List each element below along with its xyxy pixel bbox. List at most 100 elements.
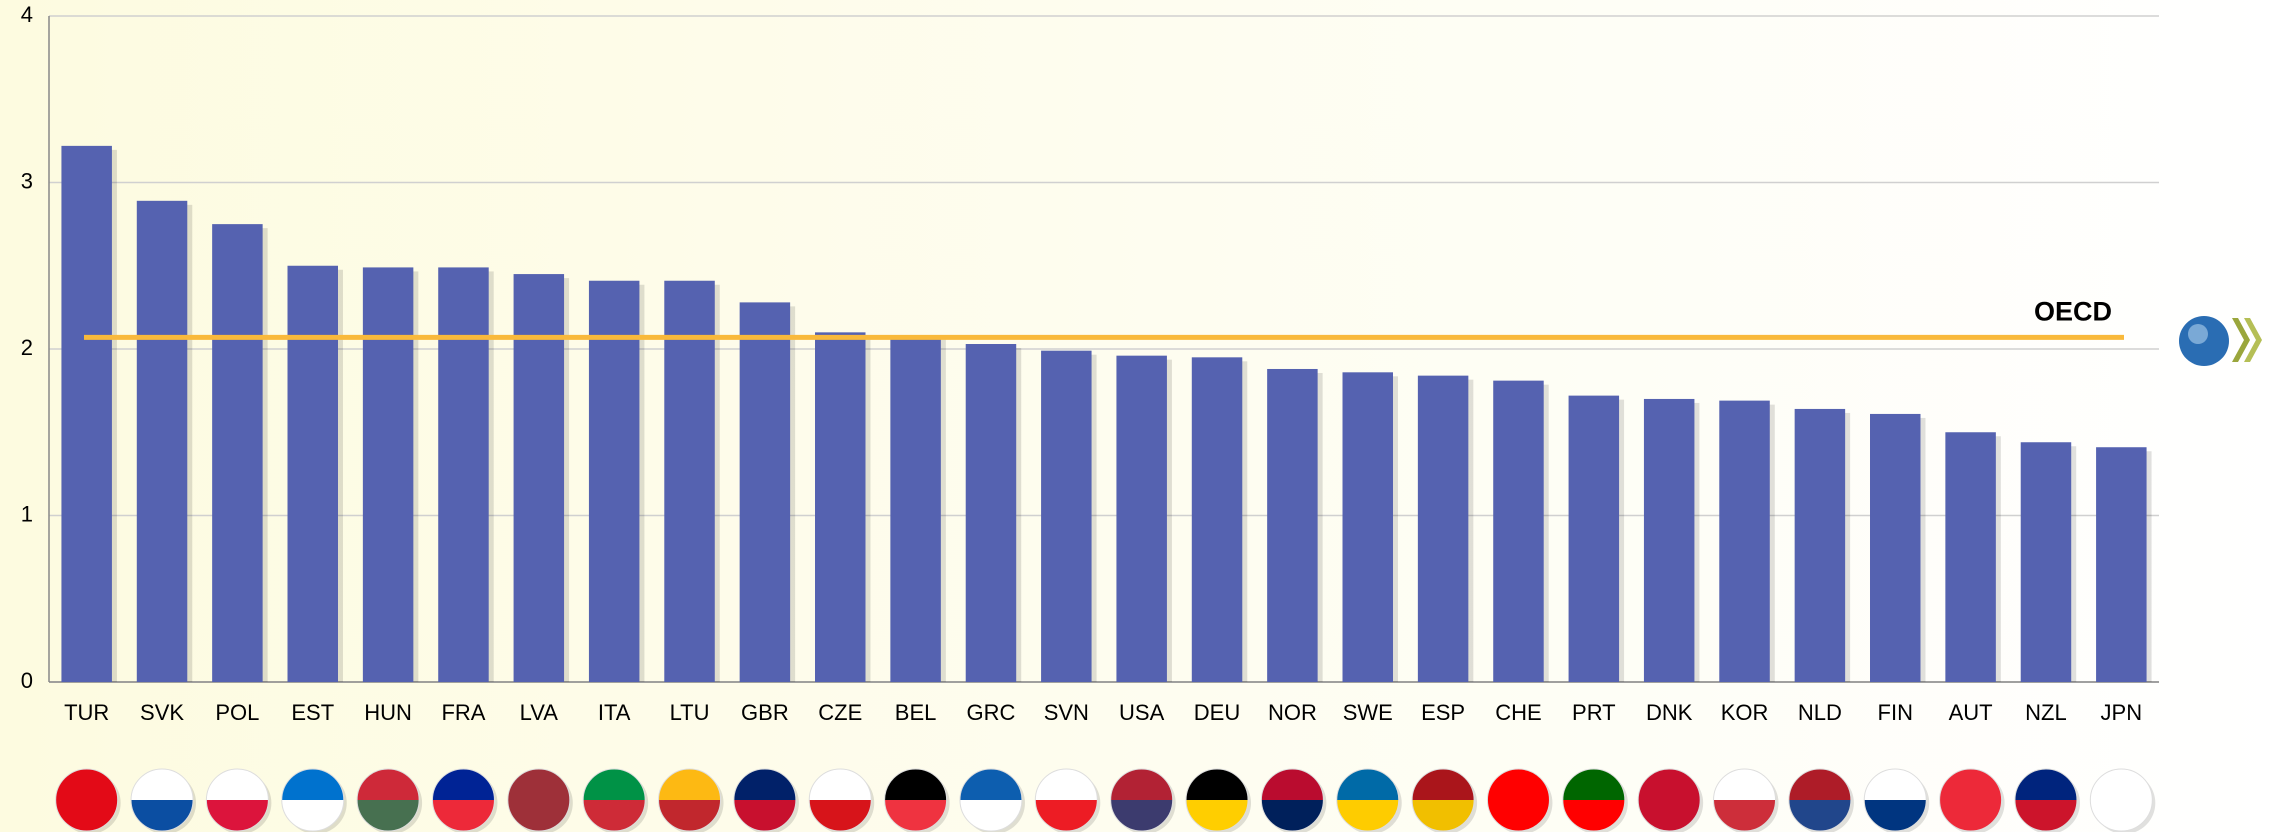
flag <box>55 800 118 831</box>
bar <box>136 200 188 682</box>
x-tick-label: GBR <box>741 700 789 725</box>
flag <box>658 800 721 831</box>
x-tick-label: SVN <box>1044 700 1089 725</box>
flag <box>583 768 646 800</box>
y-tick-label: 2 <box>21 335 33 360</box>
x-tick-label: HUN <box>364 700 412 725</box>
bar <box>1191 357 1243 682</box>
flag <box>1638 800 1701 831</box>
flag <box>432 800 495 831</box>
bar <box>212 224 263 682</box>
bar <box>1116 355 1167 682</box>
x-tick-label: USA <box>1119 700 1165 725</box>
x-tick-label: POL <box>215 700 259 725</box>
bar <box>664 280 715 682</box>
flag <box>1638 768 1701 800</box>
flag <box>809 800 872 831</box>
x-tick-label: KOR <box>1721 700 1769 725</box>
bar <box>1417 375 1469 682</box>
x-tick-label: GRC <box>967 700 1016 725</box>
x-tick-label: SVK <box>140 700 184 725</box>
flag <box>1412 768 1475 800</box>
flag <box>733 768 796 800</box>
flag <box>1788 768 1851 800</box>
flag-edge <box>507 768 571 832</box>
flag-edge <box>431 768 495 832</box>
bar <box>1041 350 1092 682</box>
flag <box>1336 800 1399 831</box>
flag <box>432 768 495 800</box>
x-tick-label: EST <box>291 700 334 725</box>
flag-edge <box>808 768 872 832</box>
flag-edge <box>1336 768 1400 832</box>
flag <box>206 800 269 831</box>
flag <box>1261 768 1324 800</box>
flag <box>658 768 721 800</box>
flag <box>1261 800 1324 831</box>
flag <box>1864 800 1927 831</box>
flag <box>55 768 118 800</box>
x-tick-label: LTU <box>670 700 710 725</box>
x-tick-label: ESP <box>1421 700 1465 725</box>
oecd-logo <box>2179 316 2262 366</box>
bar <box>588 280 640 682</box>
flag <box>1939 800 2002 831</box>
x-tick-label: SWE <box>1343 700 1393 725</box>
flag <box>1562 768 1625 800</box>
flag-edge <box>2014 768 2078 832</box>
flag <box>1186 768 1249 800</box>
x-tick-label: JPN <box>2101 700 2143 725</box>
flag-edge <box>281 768 345 832</box>
flag-edge <box>1562 768 1626 832</box>
bar <box>438 267 489 682</box>
flag <box>507 800 570 831</box>
bar <box>362 267 414 682</box>
flag-edge <box>884 768 948 832</box>
bar <box>2020 442 2072 682</box>
x-tick-label: FRA <box>441 700 485 725</box>
bar <box>1568 395 1620 682</box>
flag <box>583 800 646 831</box>
flag <box>884 768 947 800</box>
flag-edge <box>2089 768 2153 832</box>
x-tick-label: AUT <box>1949 700 1993 725</box>
x-tick-label: NZL <box>2025 700 2067 725</box>
bar <box>815 332 866 682</box>
flag <box>959 800 1022 831</box>
flag <box>1487 768 1550 800</box>
flag <box>2090 800 2153 831</box>
flag <box>1186 800 1249 831</box>
x-tick-label: DEU <box>1194 700 1240 725</box>
flag <box>959 768 1022 800</box>
flag <box>1110 800 1173 831</box>
flag <box>1110 768 1173 800</box>
flag <box>2014 769 2077 800</box>
x-tick-label: TUR <box>64 700 109 725</box>
flag <box>2090 768 2153 800</box>
flag-edge <box>130 768 194 832</box>
flag <box>357 800 420 831</box>
bar <box>1643 398 1695 682</box>
bar <box>1945 432 1996 682</box>
flag-edge <box>1637 768 1701 832</box>
bar <box>287 265 338 682</box>
flag-edge <box>1939 768 2003 832</box>
flag <box>1788 800 1851 831</box>
flag <box>809 768 872 800</box>
flag <box>1713 800 1776 831</box>
flag <box>733 800 796 831</box>
bar <box>1267 368 1318 682</box>
flag <box>1035 800 1098 831</box>
flag-edge <box>55 768 119 832</box>
flag-edge <box>1034 768 1098 832</box>
flag <box>131 800 194 831</box>
bar <box>2096 447 2147 682</box>
flag-edge <box>733 768 797 832</box>
flag <box>206 768 269 800</box>
x-tick-label: ITA <box>598 700 631 725</box>
flag-edge <box>1260 768 1324 832</box>
flag-edge <box>1788 768 1852 832</box>
flag <box>1939 768 2002 800</box>
y-tick-label: 4 <box>21 2 33 27</box>
